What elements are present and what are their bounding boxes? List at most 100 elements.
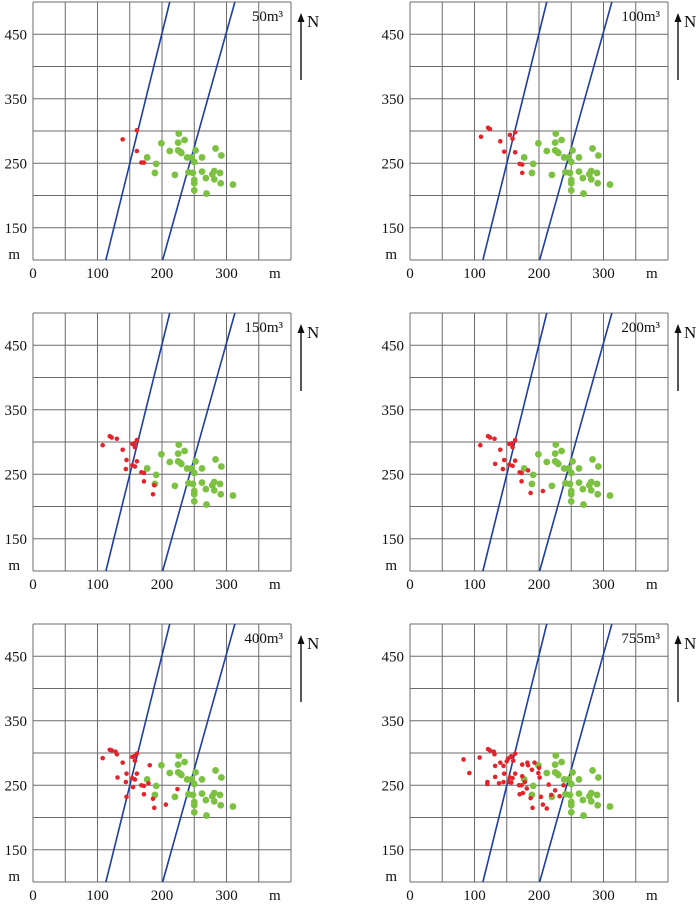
green-point [190, 490, 198, 498]
red-point [524, 786, 530, 791]
green-point [171, 793, 179, 801]
green-point [534, 139, 542, 147]
red-point [528, 795, 533, 801]
red-point [504, 759, 510, 764]
y-tick-label: 150 [382, 221, 405, 237]
green-point [520, 154, 528, 161]
x-tick-label: 300 [592, 577, 615, 593]
red-point [529, 767, 535, 773]
x-tick-label: 300 [592, 888, 615, 904]
y-tick-label: 450 [5, 338, 28, 354]
volume-label: 150m³ [244, 320, 283, 336]
red-point [487, 748, 493, 753]
green-point [594, 179, 602, 187]
x-axis-unit: m [646, 266, 658, 282]
green-point [216, 169, 224, 177]
north-arrow-head-icon [297, 635, 305, 644]
red-point [552, 788, 558, 793]
x-tick-label: 0 [406, 577, 414, 593]
green-point [548, 171, 556, 179]
red-point [528, 490, 533, 496]
red-point [163, 802, 169, 807]
green-point [528, 169, 536, 177]
fault-line [538, 623, 613, 883]
y-tick-label: 350 [5, 92, 28, 108]
red-point [114, 436, 120, 442]
green-point [606, 181, 614, 188]
red-point [500, 466, 506, 472]
north-arrow-head-icon [297, 324, 305, 333]
red-point [510, 444, 515, 450]
green-point [192, 146, 199, 154]
x-tick-label: 0 [406, 266, 414, 282]
green-point [589, 145, 596, 152]
green-point [566, 169, 574, 177]
green-point [606, 803, 614, 810]
north-label: N [684, 323, 696, 342]
y-tick-label: 450 [382, 649, 405, 665]
green-point [567, 158, 575, 166]
green-point [587, 797, 595, 805]
green-point [198, 465, 206, 472]
red-point [536, 765, 542, 771]
red-point [501, 149, 507, 154]
green-point [216, 791, 224, 799]
y-tick-label: 350 [5, 714, 28, 730]
green-point [575, 790, 583, 798]
green-point [171, 482, 179, 490]
map-panel: 450 350 250 150 m 0 100 200 300 m 755m³ N [377, 622, 700, 912]
red-point [150, 491, 156, 497]
north-arrow-head-icon [674, 324, 682, 333]
green-point [190, 497, 198, 505]
green-point [567, 490, 575, 498]
green-point [203, 501, 210, 508]
red-point [509, 440, 515, 446]
green-point [174, 450, 182, 458]
x-tick-label: 100 [463, 577, 486, 593]
y-tick-label: 250 [5, 778, 28, 794]
green-point [575, 154, 583, 161]
green-point [229, 181, 237, 188]
green-point [567, 780, 575, 788]
green-point [529, 782, 537, 790]
north-arrow-head-icon [674, 13, 682, 22]
green-point [143, 154, 151, 161]
y-tick-label: 450 [382, 27, 405, 43]
green-point [558, 136, 565, 144]
green-point [543, 147, 551, 155]
green-point [192, 768, 199, 776]
red-point [461, 757, 466, 762]
x-tick-label: 200 [528, 888, 551, 904]
red-point [532, 760, 537, 765]
red-point [496, 781, 502, 786]
red-point [540, 802, 546, 807]
x-tick-label: 300 [215, 577, 238, 593]
green-point [190, 780, 198, 788]
y-tick-label: 150 [5, 843, 28, 859]
green-point [580, 501, 587, 508]
x-tick-label: 300 [215, 888, 238, 904]
y-tick-label: 450 [5, 649, 28, 665]
green-point [157, 139, 165, 147]
red-point [512, 751, 518, 756]
red-point [132, 444, 138, 450]
green-point [580, 812, 587, 819]
green-point [567, 469, 575, 477]
green-point [566, 791, 574, 799]
volume-label: 200m³ [621, 320, 660, 336]
red-point [517, 791, 522, 797]
green-point [552, 752, 560, 759]
green-point [190, 179, 198, 187]
red-point [492, 751, 497, 757]
red-point [477, 755, 482, 760]
north-arrow-head-icon [297, 13, 305, 22]
green-point [198, 154, 206, 161]
green-point [202, 485, 210, 493]
red-point [507, 132, 513, 138]
red-point [546, 782, 551, 787]
red-point [492, 461, 498, 467]
red-point [134, 128, 140, 133]
red-point [134, 459, 140, 464]
